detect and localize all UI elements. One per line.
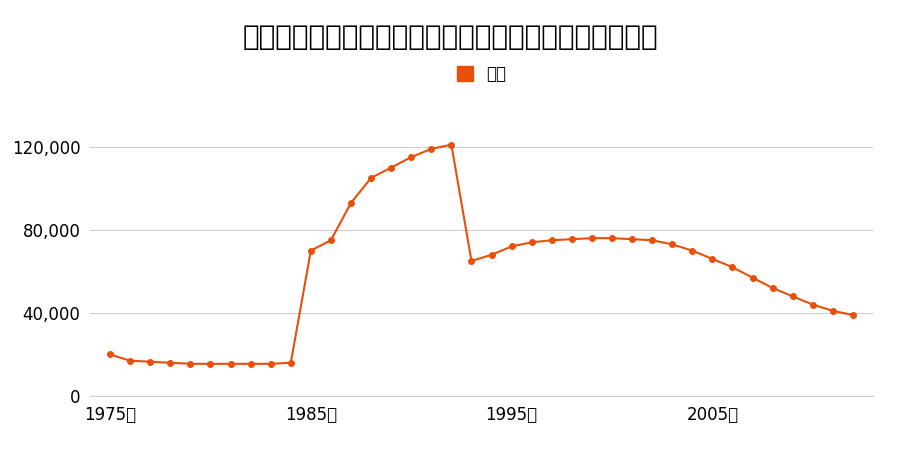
Legend: 価格: 価格 xyxy=(450,59,513,90)
Text: 富山県高岡市荻布字前向２５８番３ほか３筆の地価推移: 富山県高岡市荻布字前向２５８番３ほか３筆の地価推移 xyxy=(242,22,658,50)
